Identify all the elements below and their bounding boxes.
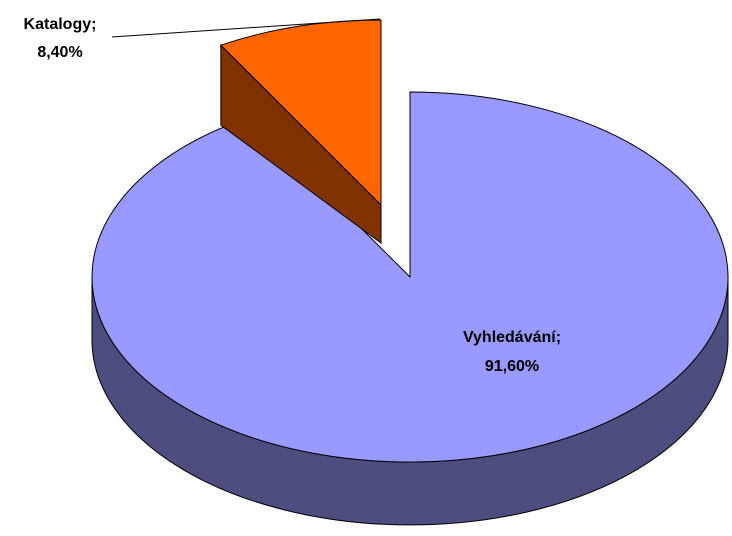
pie — [91, 19, 729, 526]
slice-label: Katalogy; — [24, 16, 97, 33]
slice-label: Vyhledávání; — [463, 329, 561, 346]
slice-value-label: 91,60% — [485, 358, 539, 375]
slice — [91, 91, 729, 463]
slice — [219, 19, 382, 207]
slice-value-label: 8,40% — [37, 44, 82, 61]
leader-line — [111, 18, 381, 38]
